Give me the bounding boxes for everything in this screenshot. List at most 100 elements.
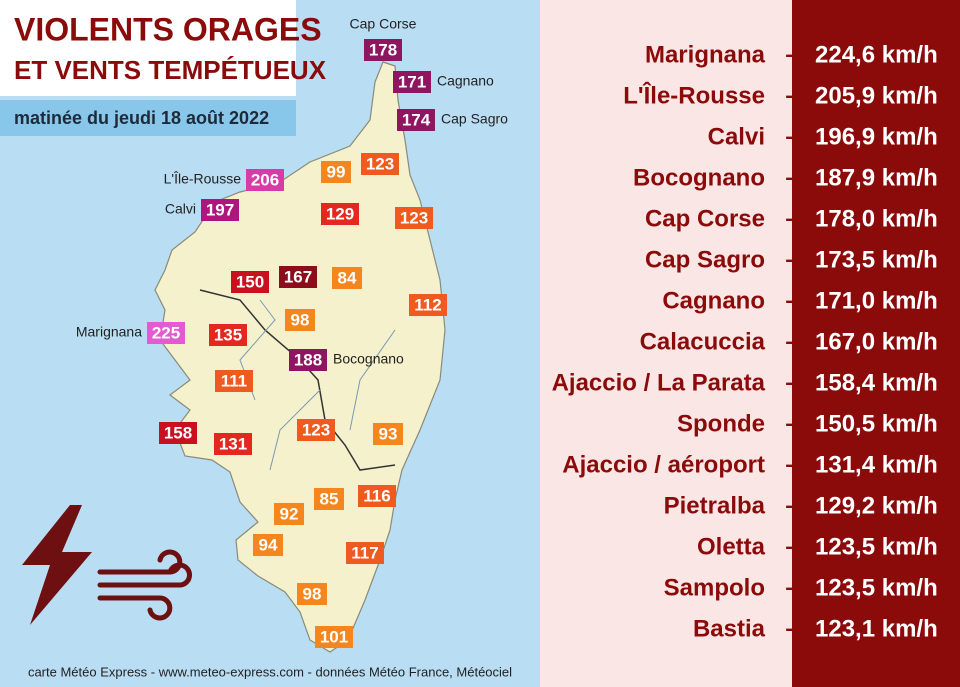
gust-value: 150,5 km/h [815, 410, 938, 437]
station-name: L'Île-Rousse [623, 81, 765, 109]
marker-badge [297, 583, 327, 605]
gust-value: 178,0 km/h [815, 205, 938, 232]
marker-value: 150 [236, 272, 264, 291]
marker-value: 116 [363, 486, 390, 505]
marker-badge [314, 488, 344, 510]
separator: – [785, 123, 798, 150]
marker-badge [361, 153, 399, 175]
marker-value: 98 [303, 584, 322, 603]
gust-value: 224,6 km/h [815, 41, 938, 68]
station-name: Ajaccio / La Parata [552, 369, 766, 396]
marker-badge [364, 39, 402, 61]
marker-badge [289, 349, 327, 371]
place-label: Marignana [76, 324, 142, 340]
marker-value: 174 [402, 110, 431, 129]
marker-badge [201, 199, 239, 221]
place-label: Calvi [165, 201, 196, 217]
marker-badge [321, 203, 359, 225]
marker-value: 93 [379, 424, 398, 443]
marker-value: 99 [327, 162, 346, 181]
wind-icon [97, 549, 193, 621]
separator: – [785, 615, 798, 642]
marker-value: 101 [320, 627, 348, 646]
separator: – [785, 164, 798, 191]
gust-value: 129,2 km/h [815, 492, 938, 519]
station-name: Ajaccio / aéroport [562, 451, 765, 478]
title-box [0, 0, 296, 96]
marker-badge [409, 294, 447, 316]
gust-value: 196,9 km/h [815, 123, 938, 150]
marker-badge [315, 626, 353, 648]
place-label: Cagnano [437, 73, 494, 89]
station-name: Cap Sagro [645, 246, 765, 273]
station-name: Cap Corse [645, 205, 765, 232]
marker-badge [231, 271, 269, 293]
station-name: Calacuccia [640, 328, 766, 355]
marker-badge [358, 485, 396, 507]
marker-value: 98 [291, 310, 310, 329]
station-name: Bastia [693, 615, 766, 642]
marker-value: 131 [219, 434, 247, 453]
marker-value: 117 [351, 543, 378, 562]
marker-value: 171 [398, 72, 426, 91]
marker-badge [159, 422, 197, 444]
separator: – [785, 410, 798, 437]
place-label: L'Île-Rousse [164, 171, 242, 187]
gust-value: 167,0 km/h [815, 328, 938, 355]
place-label: Cap Sagro [441, 111, 508, 127]
marker-value: 123 [400, 208, 428, 227]
gust-value: 158,4 km/h [815, 369, 938, 396]
gust-value: 123,5 km/h [815, 574, 938, 601]
marker-badge [297, 419, 335, 441]
marker-badge [246, 169, 284, 191]
subtitle-bar [0, 100, 296, 136]
marker-value: 188 [294, 350, 322, 369]
marker-badge [215, 370, 253, 392]
gust-value: 123,5 km/h [815, 533, 938, 560]
marker-badge [321, 161, 351, 183]
gust-value: 171,0 km/h [815, 287, 938, 314]
marker-value: 123 [366, 154, 394, 173]
gust-value: 123,1 km/h [815, 615, 938, 642]
marker-value: 135 [214, 325, 242, 344]
marker-badge [253, 534, 283, 556]
station-name: Bocognano [633, 164, 765, 191]
marker-value: 123 [302, 420, 330, 439]
marker-value: 94 [259, 535, 278, 554]
footer: carte Météo Express - www.meteo-express.… [28, 664, 512, 679]
separator: – [785, 82, 798, 109]
marker-badge [214, 433, 252, 455]
marker-value: 158 [164, 423, 192, 442]
place-label: Bocognano [333, 351, 404, 367]
gust-value: 131,4 km/h [815, 451, 938, 478]
subtitle: matinée du jeudi 18 août 2022 [14, 108, 269, 128]
gust-value: 187,9 km/h [815, 164, 938, 191]
marker-value: 112 [414, 295, 441, 314]
marker-badge [147, 322, 185, 344]
separator: – [785, 205, 798, 232]
separator: – [785, 328, 798, 355]
station-name: Oletta [697, 533, 766, 560]
separator: – [785, 41, 798, 68]
marker-value: 206 [251, 170, 279, 189]
marker-value: 197 [206, 200, 234, 219]
marker-badge [397, 109, 435, 131]
station-name: Pietralba [664, 492, 766, 519]
marker-badge [332, 267, 362, 289]
title: ET VENTS TEMPÉTUEUX [14, 55, 327, 85]
marker-badge [373, 423, 403, 445]
marker-value: 85 [320, 489, 339, 508]
marker-value: 178 [369, 40, 397, 59]
marker-value: 92 [280, 504, 299, 523]
station-name: Cagnano [662, 287, 765, 314]
gust-value: 173,5 km/h [815, 246, 938, 273]
separator: – [785, 369, 798, 396]
separator: – [785, 533, 798, 560]
separator: – [785, 287, 798, 314]
marker-badge [346, 542, 384, 564]
marker-value: 111 [221, 371, 248, 390]
marker-value: 129 [326, 204, 354, 223]
title: VIOLENTS ORAGES [14, 11, 322, 47]
gust-value: 205,9 km/h [815, 82, 938, 109]
